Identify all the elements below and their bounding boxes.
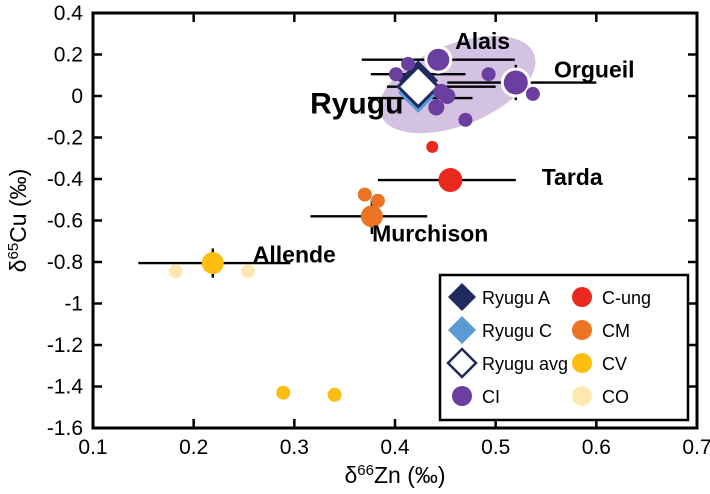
data-point-ci bbox=[428, 99, 445, 116]
legend-item-cm[interactable]: CM bbox=[572, 320, 630, 341]
legend-label: CI bbox=[482, 387, 500, 407]
data-point-co bbox=[168, 264, 183, 279]
series-cv bbox=[201, 252, 342, 402]
data-point-ci bbox=[458, 112, 473, 127]
data-point-ci bbox=[503, 70, 528, 95]
axis-ticks-group: 0.1 0.2 0.3 0.4 0.5 0.6 0.7 -1.6 -1.4 -1.2 -1 -0.8 -… bbox=[47, 2, 710, 459]
annotation-allende: Allende bbox=[253, 241, 336, 267]
legend-label: CM bbox=[602, 321, 630, 341]
series-c-ung bbox=[426, 140, 463, 193]
legend-marker-circle bbox=[572, 386, 592, 406]
series-cm bbox=[357, 187, 385, 228]
x-tick-label: 0.4 bbox=[380, 436, 410, 459]
x-tick-label: 0.5 bbox=[481, 436, 510, 459]
data-point-ci bbox=[427, 48, 450, 71]
legend-item-ryugu-a[interactable]: Ryugu A bbox=[448, 283, 550, 311]
data-points-group bbox=[168, 45, 540, 402]
data-point-cm bbox=[357, 187, 372, 202]
legend-box bbox=[438, 273, 690, 422]
annotation-murchison: Murchison bbox=[372, 221, 488, 247]
legend-label: Ryugu avg bbox=[482, 354, 568, 374]
legend-item-cv[interactable]: CV bbox=[572, 353, 627, 374]
legend-marker-circle bbox=[572, 320, 592, 340]
legend-marker-circle bbox=[452, 386, 472, 406]
series-co bbox=[168, 264, 256, 279]
data-point-c-ung bbox=[438, 168, 463, 193]
legend-marker-diamond-open bbox=[446, 347, 478, 379]
y-tick-label: -0.2 bbox=[47, 127, 83, 150]
annotation-orgueil: Orgueil bbox=[554, 57, 635, 83]
data-point-cv bbox=[327, 387, 342, 402]
y-axis-title: δ65Cu (‰) bbox=[5, 169, 32, 273]
annotations-group: Ryugu Alais Orgueil Tarda Murchison Allende bbox=[253, 28, 635, 267]
series-ci bbox=[389, 45, 540, 127]
data-point-diamond-open-ryugu-avg bbox=[396, 64, 441, 109]
legend-marker-circle bbox=[572, 287, 592, 307]
data-point-co bbox=[241, 264, 256, 279]
legend-label: Ryugu C bbox=[482, 321, 552, 341]
x-tick-label: 0.3 bbox=[280, 436, 309, 459]
data-point-cv bbox=[201, 252, 224, 275]
annotation-ryugu: Ryugu bbox=[310, 87, 403, 120]
y-tick-label: -1.2 bbox=[47, 334, 83, 357]
legend-label: CV bbox=[602, 354, 627, 374]
legend-label: CO bbox=[602, 387, 629, 407]
legend-label: C-ung bbox=[602, 288, 651, 308]
legend-item-co[interactable]: CO bbox=[572, 386, 629, 407]
legend-marker-diamond bbox=[448, 316, 476, 344]
data-point-cm bbox=[360, 205, 383, 228]
data-point-cv bbox=[276, 385, 291, 400]
series-ryugu-avg bbox=[396, 64, 441, 109]
data-point-ci bbox=[481, 67, 496, 82]
x-tick-label: 0.2 bbox=[179, 436, 208, 459]
legend-item-ryugu-c[interactable]: Ryugu C bbox=[448, 316, 552, 344]
legend-item-c-ung[interactable]: C-ung bbox=[572, 287, 651, 308]
y-tick-label: 0.4 bbox=[54, 2, 84, 25]
legend-item-ci[interactable]: CI bbox=[452, 386, 500, 407]
y-tick-label: -0.4 bbox=[47, 168, 84, 191]
legend-marker-diamond bbox=[448, 283, 476, 311]
y-tick-label: -1.6 bbox=[47, 417, 83, 440]
data-point-ci bbox=[401, 56, 416, 71]
legend-marker-circle bbox=[572, 353, 592, 373]
x-axis-title: δ66Zn (‰) bbox=[344, 462, 445, 489]
annotation-alais: Alais bbox=[455, 28, 510, 54]
y-tick-label: -0.6 bbox=[47, 210, 83, 233]
x-tick-label: 0.7 bbox=[682, 436, 710, 459]
legend-item-ryugu-avg[interactable]: Ryugu avg bbox=[446, 347, 568, 379]
data-point-cm bbox=[370, 193, 385, 208]
y-tick-label: -1.4 bbox=[47, 376, 84, 399]
y-tick-label: 0.2 bbox=[54, 44, 83, 67]
x-tick-label: 0.6 bbox=[582, 436, 611, 459]
legend-label: Ryugu A bbox=[482, 288, 550, 308]
y-tick-label: -1 bbox=[64, 293, 83, 316]
y-tick-label: -0.8 bbox=[47, 251, 83, 274]
data-point-ci bbox=[439, 88, 456, 104]
y-tick-label: 0 bbox=[71, 85, 83, 108]
annotation-tarda: Tarda bbox=[542, 164, 603, 190]
data-point-c-ung bbox=[426, 140, 439, 153]
x-tick-label: 0.1 bbox=[78, 436, 107, 459]
data-point-ci bbox=[525, 86, 540, 101]
legend: Ryugu A Ryugu C Ryugu avg CI C-ung CM CV CO bbox=[438, 273, 690, 422]
data-point-ci bbox=[389, 67, 404, 82]
